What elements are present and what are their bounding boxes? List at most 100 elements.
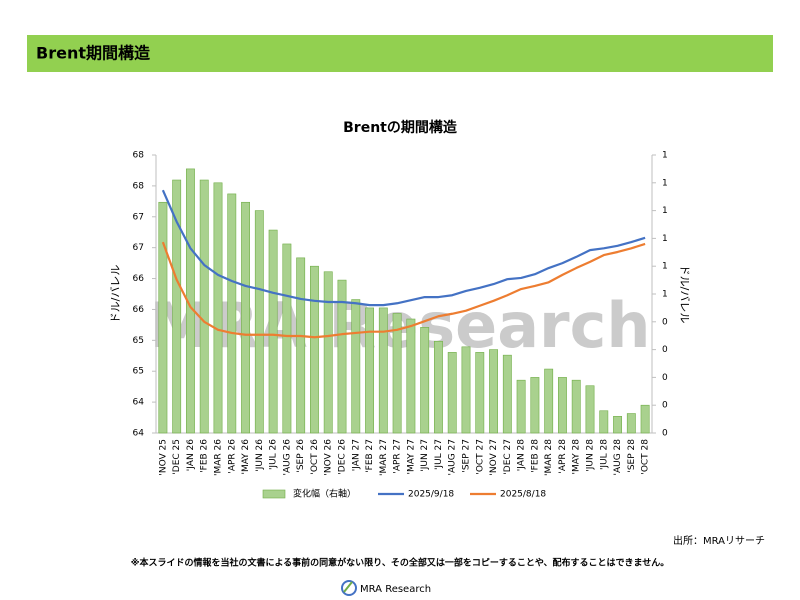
bar (502, 354, 512, 434)
y2-tick-label: 1 (662, 262, 668, 272)
x-tick-label: 'AUG 26 (282, 439, 292, 476)
x-tick-label: 'OCT 28 (641, 439, 651, 475)
y2-tick-label: 0 (662, 317, 668, 327)
x-tick-label: 'JAN 27 (351, 439, 361, 471)
x-tick-label: 'APR 27 (393, 439, 403, 474)
x-tick-label: 'AUG 27 (448, 439, 458, 476)
bar (392, 313, 402, 434)
x-tick-label: 'JUN 28 (586, 439, 596, 472)
x-tick-label: 'JUL 26 (269, 439, 279, 470)
y2-tick-label: 1 (662, 151, 668, 161)
header-bar (27, 35, 773, 72)
bar (489, 349, 498, 434)
bar (268, 229, 278, 434)
y2-tick-label: 0 (662, 429, 668, 439)
bar (282, 243, 292, 434)
y-tick-label: 68 (133, 151, 145, 161)
line (161, 189, 646, 307)
x-tick-label: 'AUG 28 (613, 439, 623, 476)
source: 出所：MRAリサーチ (673, 534, 765, 547)
y2-tick-label: 1 (662, 178, 668, 188)
bar (254, 210, 264, 434)
bar (475, 352, 485, 434)
bar (447, 352, 457, 434)
y-tick-label: 66 (133, 274, 145, 284)
bar (365, 307, 374, 434)
x-tick-label: 'DEC 27 (503, 439, 513, 475)
x-tick-label: 'DEC 26 (338, 439, 348, 475)
x-tick-label: 'SEP 28 (627, 439, 637, 473)
y-tick-label: 65 (133, 336, 144, 346)
y-tick-label: 64 (133, 429, 145, 439)
y-tick-label: 68 (133, 181, 145, 191)
x-tick-label: 'FEB 27 (365, 439, 375, 473)
y2-tick-label: 0 (662, 373, 668, 383)
x-tick-label: 'MAR 27 (379, 439, 389, 476)
x-tick-label: 'SEP 27 (462, 439, 472, 473)
x-tick-label: 'JUL 27 (434, 439, 444, 470)
logo-text: MRA Research (360, 584, 431, 595)
legend-label: 2025/9/18 (408, 490, 454, 500)
y-tick-label: 67 (133, 212, 144, 222)
y2-tick-label: 1 (662, 206, 668, 216)
bar (571, 379, 581, 434)
line (161, 241, 646, 339)
bar (199, 179, 209, 434)
y2-tick-label: 0 (662, 345, 668, 355)
y-tick-label: 66 (133, 305, 145, 315)
footer-note: ※本スライドの情報を当社の文書による事前の同意がない限り、その全部又は一部をコピ… (131, 557, 670, 569)
legend-swatch (262, 489, 286, 499)
x-tick-label: 'NOV 26 (324, 439, 334, 476)
x-tick-label: 'FEB 28 (530, 439, 540, 473)
bar (420, 327, 430, 434)
bar (406, 318, 416, 434)
bar (158, 201, 168, 434)
x-tick-label: 'NOV 25 (158, 439, 168, 476)
x-tick-label: 'SEP 26 (296, 439, 306, 473)
x-tick-label: 'DEC 25 (172, 439, 182, 475)
x-tick-label: 'OCT 27 (475, 439, 485, 475)
x-tick-label: 'MAR 26 (214, 439, 224, 476)
x-tick-label: 'JUN 27 (420, 439, 430, 472)
y-tick-label: 64 (133, 398, 145, 408)
y-tick-label: 67 (133, 243, 144, 253)
bar (213, 182, 223, 434)
legend-label: 2025/8/18 (500, 490, 546, 500)
bar (323, 271, 333, 434)
bar (544, 368, 554, 434)
x-tick-label: 'APR 28 (558, 439, 568, 474)
y2-tick-label: 0 (662, 401, 668, 411)
header-title: Brent期間構造 (36, 44, 151, 63)
bar (516, 379, 526, 434)
x-tick-label: 'JAN 26 (186, 439, 196, 471)
x-tick-label: 'NOV 27 (489, 439, 499, 476)
legend-label: 変化幅（右軸） (293, 488, 356, 500)
bar (461, 346, 471, 434)
bar (378, 307, 388, 434)
x-tick-label: 'JAN 28 (517, 439, 527, 471)
bar (626, 413, 636, 434)
y2-axis-label: ドル/バレル (678, 265, 691, 324)
bar (613, 416, 622, 434)
logo-icon (341, 580, 357, 596)
x-tick-label: 'JUL 28 (599, 439, 609, 470)
y2-tick-label: 1 (662, 234, 668, 244)
bar (241, 201, 250, 434)
y-tick-label: 65 (133, 367, 144, 377)
x-tick-label: 'MAY 28 (572, 439, 582, 475)
bar (558, 377, 567, 434)
bar (351, 299, 361, 434)
x-tick-label: 'APR 26 (227, 439, 237, 474)
bar (227, 193, 237, 434)
x-tick-label: 'OCT 26 (310, 439, 320, 475)
bar (310, 265, 319, 434)
bar (337, 279, 347, 434)
logo-icon (343, 581, 353, 593)
bar (296, 257, 306, 434)
bar (585, 385, 595, 434)
bar (434, 340, 443, 434)
x-tick-label: 'FEB 26 (200, 439, 210, 473)
y2-tick-label: 1 (662, 290, 668, 300)
